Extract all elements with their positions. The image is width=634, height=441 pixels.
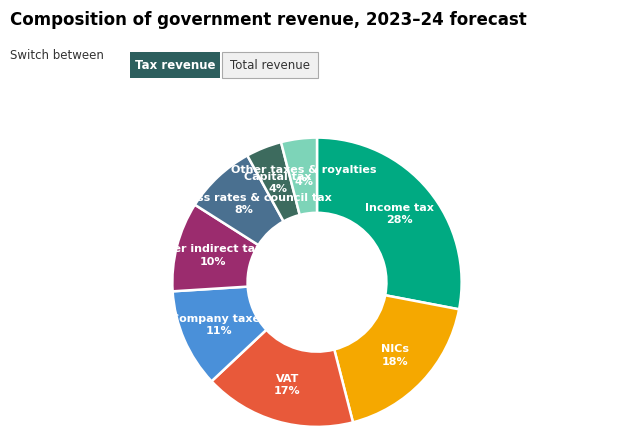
Wedge shape bbox=[212, 330, 353, 427]
FancyBboxPatch shape bbox=[222, 52, 318, 78]
Wedge shape bbox=[317, 138, 462, 309]
FancyBboxPatch shape bbox=[130, 52, 220, 78]
Text: Tax revenue: Tax revenue bbox=[135, 59, 216, 71]
Wedge shape bbox=[195, 156, 283, 245]
Text: Total revenue: Total revenue bbox=[230, 59, 310, 71]
Wedge shape bbox=[334, 295, 459, 422]
Text: Capital tax
4%: Capital tax 4% bbox=[244, 172, 311, 194]
Wedge shape bbox=[172, 287, 266, 381]
Wedge shape bbox=[247, 142, 300, 221]
Text: Business rates & council tax
8%: Business rates & council tax 8% bbox=[155, 193, 332, 215]
Text: Income tax
28%: Income tax 28% bbox=[365, 203, 434, 225]
Text: Composition of government revenue, 2023–24 forecast: Composition of government revenue, 2023–… bbox=[10, 11, 526, 29]
Text: VAT
17%: VAT 17% bbox=[274, 374, 301, 396]
Wedge shape bbox=[281, 138, 317, 215]
Text: Other taxes & royalties
4%: Other taxes & royalties 4% bbox=[231, 165, 377, 187]
Wedge shape bbox=[172, 205, 259, 292]
Text: Switch between: Switch between bbox=[10, 49, 103, 62]
Text: NICs
18%: NICs 18% bbox=[381, 344, 409, 367]
Text: Other indirect taxes
10%: Other indirect taxes 10% bbox=[151, 244, 276, 267]
Text: Company taxes
11%: Company taxes 11% bbox=[171, 314, 266, 336]
